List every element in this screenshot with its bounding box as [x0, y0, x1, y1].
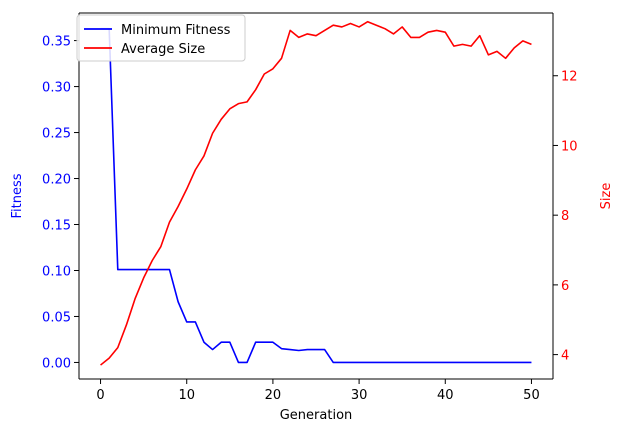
legend-label-average-size: Average Size — [121, 42, 205, 57]
y-left-tick-label: 0.15 — [42, 219, 71, 234]
y-left-tick-label: 0.20 — [42, 173, 71, 188]
y-right-tick-label: 6 — [561, 279, 569, 294]
legend-box — [76, 14, 246, 62]
series-line-average-size — [100, 20, 532, 366]
y-right-tick-label: 12 — [561, 70, 578, 85]
y-right-tick-label: 4 — [561, 349, 569, 364]
y-right-axis-label: Size — [599, 183, 614, 210]
y-left-tick-label: 0.05 — [42, 310, 71, 325]
x-tick-label: 30 — [351, 388, 368, 403]
y-left-axis-ticks: 0.00 0.05 0.10 0.15 0.20 0.25 0.30 0.35 — [42, 35, 79, 371]
y-left-tick-label: 0.10 — [42, 264, 71, 279]
x-tick-label: 40 — [437, 388, 454, 403]
series-layer — [100, 20, 532, 366]
y-right-tick-label: 10 — [561, 139, 578, 154]
y-left-tick-label: 0.25 — [42, 127, 71, 142]
y-left-tick-label: 0.30 — [42, 81, 71, 96]
x-tick-label: 50 — [523, 388, 540, 403]
y-right-tick-label: 8 — [561, 209, 569, 224]
x-tick-label: 10 — [178, 388, 195, 403]
legend-label-minimum-fitness: Minimum Fitness — [121, 23, 231, 38]
x-axis-label: Generation — [280, 408, 353, 423]
x-axis-ticks: 0 10 20 30 40 50 — [96, 379, 540, 403]
x-tick-label: 0 — [96, 388, 104, 403]
y-left-axis-label: Fitness — [10, 173, 25, 218]
plot-area — [79, 13, 553, 379]
y-left-tick-label: 0.00 — [42, 356, 71, 371]
x-tick-label: 20 — [265, 388, 282, 403]
y-left-tick-label: 0.35 — [42, 35, 71, 50]
series-line-minimum-fitness — [100, 27, 532, 364]
y-right-axis-ticks: 4 6 8 10 12 — [553, 70, 578, 364]
legend: Minimum Fitness Average Size — [76, 14, 246, 62]
